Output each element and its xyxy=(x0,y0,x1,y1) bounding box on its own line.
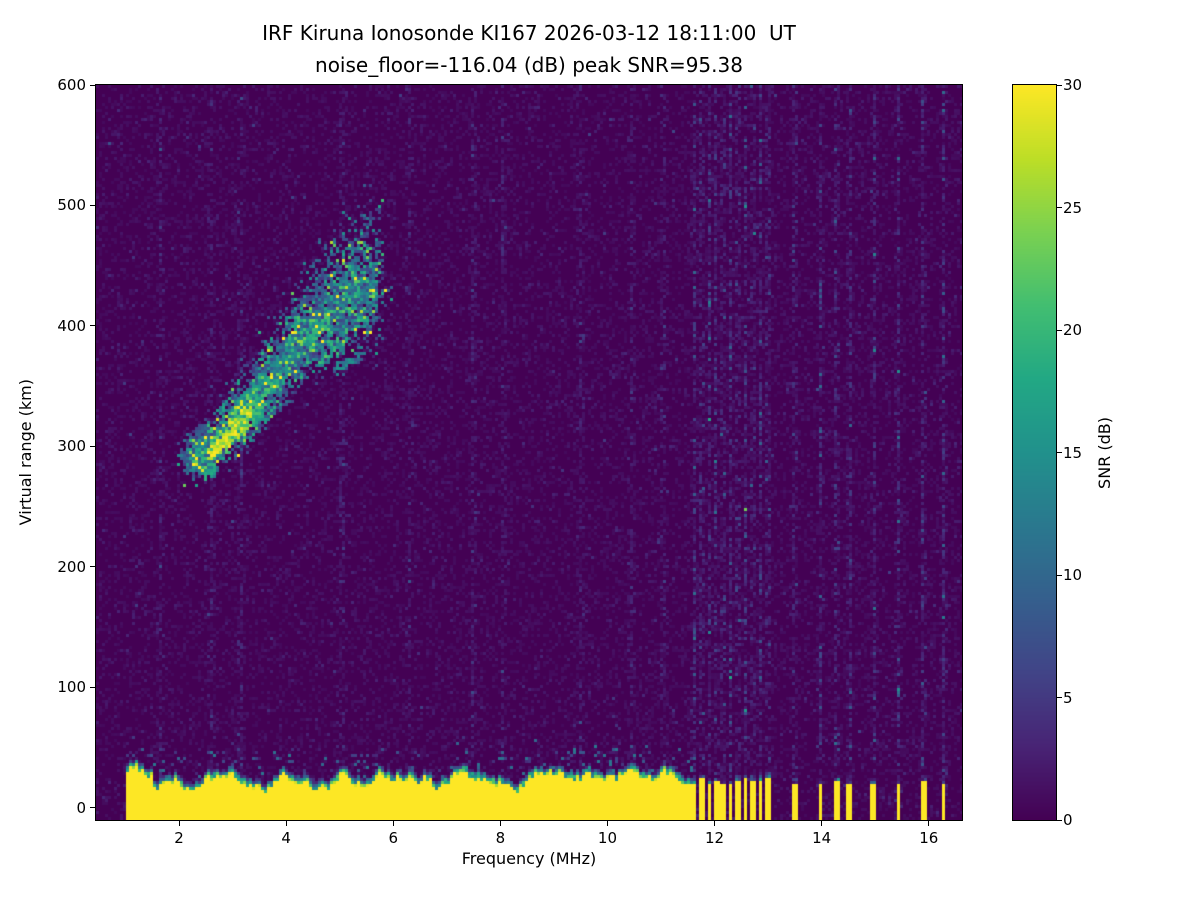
x-tick xyxy=(285,821,287,826)
colorbar-tick xyxy=(1057,207,1062,208)
y-tick xyxy=(90,445,95,447)
x-tick-label: 6 xyxy=(388,829,398,847)
x-tick-label: 14 xyxy=(812,829,832,847)
colorbar-label: SNR (dB) xyxy=(1095,416,1114,489)
y-tick-label: 0 xyxy=(76,798,86,817)
x-tick-label: 12 xyxy=(705,829,725,847)
colorbar-tick xyxy=(1057,574,1062,576)
colorbar xyxy=(1012,84,1057,821)
colorbar-label-wrap: SNR (dB) xyxy=(1095,84,1114,821)
chart-title: IRF Kiruna Ionosonde KI167 2026-03-12 18… xyxy=(262,21,796,45)
x-tick xyxy=(714,821,716,826)
x-tick xyxy=(178,821,180,826)
x-tick-label: 2 xyxy=(174,829,184,847)
colorbar-tick xyxy=(1057,819,1062,821)
colorbar-tick xyxy=(1057,84,1062,86)
colorbar-tick-label: 15 xyxy=(1063,443,1083,462)
colorbar-tick-label: 10 xyxy=(1063,566,1083,584)
y-tick xyxy=(90,566,95,568)
colorbar-tick xyxy=(1057,329,1062,331)
y-tick-label: 100 xyxy=(57,678,86,697)
y-tick xyxy=(90,807,95,809)
y-tick-label: 500 xyxy=(57,196,86,215)
y-tick-label: 400 xyxy=(57,316,86,335)
x-tick xyxy=(499,821,501,826)
y-tick-label: 300 xyxy=(57,437,86,456)
colorbar-tick-label: 30 xyxy=(1063,76,1083,94)
y-tick-label: 200 xyxy=(57,557,86,576)
y-tick xyxy=(90,686,95,688)
chart-subtitle: noise_floor=-116.04 (dB) peak SNR=95.38 xyxy=(315,53,743,77)
y-tick xyxy=(90,204,95,206)
x-axis-label: Frequency (MHz) xyxy=(461,849,597,868)
x-tick-label: 8 xyxy=(495,829,506,847)
y-axis-label-wrap: Virtual range (km) xyxy=(16,84,35,821)
x-tick-label: 16 xyxy=(919,829,939,847)
y-axis-label: Virtual range (km) xyxy=(16,379,35,526)
x-tick xyxy=(928,821,930,826)
colorbar-tick-label: 25 xyxy=(1063,198,1083,217)
colorbar-tick xyxy=(1057,697,1062,698)
plot-area xyxy=(95,84,963,821)
y-tick-label: 600 xyxy=(57,76,86,94)
colorbar-tick-label: 20 xyxy=(1063,321,1083,339)
x-tick xyxy=(392,821,394,826)
colorbar-tick xyxy=(1057,452,1062,453)
colorbar-gradient xyxy=(1013,85,1056,820)
x-tick xyxy=(821,821,823,826)
x-tick-label: 4 xyxy=(281,829,291,847)
colorbar-tick-label: 0 xyxy=(1063,811,1073,829)
x-tick-label: 10 xyxy=(597,829,617,847)
x-tick xyxy=(606,821,608,826)
ionogram-heatmap xyxy=(96,85,962,820)
colorbar-tick-label: 5 xyxy=(1063,688,1073,707)
y-tick xyxy=(90,325,95,327)
y-tick xyxy=(90,84,95,86)
